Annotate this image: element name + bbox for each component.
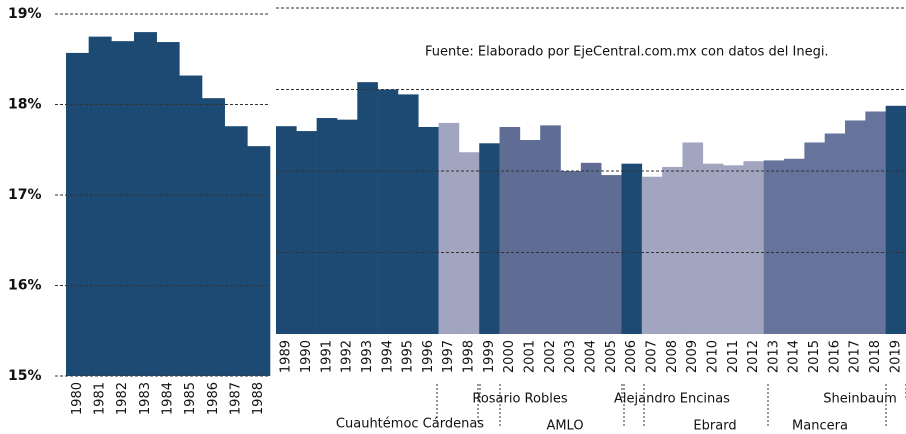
x-tick-label: 1991 bbox=[319, 340, 334, 373]
y-tick-label: 18% bbox=[8, 97, 42, 113]
x-tick-label: 1995 bbox=[401, 340, 416, 373]
bar bbox=[845, 120, 866, 334]
annotation: Rosario Robles bbox=[472, 392, 567, 407]
bar bbox=[357, 82, 378, 334]
annotation: AMLO bbox=[546, 419, 583, 434]
bar bbox=[156, 42, 180, 377]
bar bbox=[479, 143, 500, 334]
x-tick-label: 1988 bbox=[251, 382, 266, 415]
bar bbox=[662, 166, 683, 334]
bar bbox=[519, 140, 541, 334]
annotation: Alejandro Encinas bbox=[614, 392, 730, 407]
x-tick-label: 2005 bbox=[604, 340, 619, 373]
bar bbox=[580, 162, 602, 334]
annotation: Mancera bbox=[792, 419, 848, 434]
x-tick-label: 2008 bbox=[665, 340, 680, 373]
x-tick-label: 1998 bbox=[462, 340, 477, 373]
bar bbox=[377, 89, 399, 334]
bar bbox=[224, 126, 248, 376]
bar bbox=[418, 126, 439, 335]
bar bbox=[743, 161, 765, 334]
bar bbox=[296, 131, 317, 334]
x-tick-label: 2000 bbox=[502, 340, 517, 373]
x-tick-label: 2019 bbox=[888, 340, 903, 373]
y-tick-label: 15% bbox=[8, 368, 42, 384]
bar bbox=[179, 75, 203, 376]
x-tick-label: 2015 bbox=[807, 340, 822, 373]
bar bbox=[438, 122, 460, 334]
x-tick-label: 2014 bbox=[787, 340, 802, 373]
bar bbox=[336, 119, 358, 334]
x-tick-label: 1987 bbox=[229, 382, 244, 415]
x-tick-label: 1994 bbox=[380, 340, 395, 373]
x-tick-label: 2002 bbox=[543, 340, 558, 373]
x-tick-label: 1983 bbox=[138, 382, 153, 415]
bar bbox=[458, 152, 480, 334]
x-tick-label: 1992 bbox=[340, 340, 355, 373]
bar bbox=[276, 126, 297, 334]
annotation: Sheinbaum bbox=[823, 392, 896, 407]
bar bbox=[885, 105, 906, 334]
x-tick-label: 1990 bbox=[299, 340, 314, 373]
bar bbox=[88, 36, 112, 376]
x-tick-label: 1984 bbox=[161, 382, 176, 415]
bar bbox=[560, 171, 582, 334]
bracket bbox=[436, 384, 479, 424]
x-tick-label: 2006 bbox=[624, 340, 639, 373]
x-tick-label: 1999 bbox=[482, 340, 497, 373]
x-tick-label: 2016 bbox=[827, 340, 842, 373]
x-tick-label: 1989 bbox=[279, 340, 294, 373]
x-tick-label: 1982 bbox=[115, 382, 130, 415]
x-tick-label: 2003 bbox=[563, 340, 578, 373]
x-tick-label: 2011 bbox=[726, 340, 741, 373]
bar bbox=[134, 32, 157, 376]
bar bbox=[540, 125, 561, 334]
bar bbox=[66, 52, 89, 376]
bar bbox=[641, 176, 663, 334]
x-tick-label: 1985 bbox=[183, 382, 198, 415]
bracket bbox=[499, 384, 625, 426]
bar bbox=[723, 165, 744, 334]
bar bbox=[397, 94, 419, 334]
x-tick-label: 1986 bbox=[206, 382, 221, 415]
y-tick-label: 17% bbox=[8, 187, 42, 203]
bar bbox=[784, 158, 805, 334]
x-tick-label: 2013 bbox=[766, 340, 781, 373]
x-tick-label: 2010 bbox=[705, 340, 720, 373]
x-tick-label: 1997 bbox=[441, 340, 456, 373]
bar bbox=[621, 163, 643, 334]
x-tick-label: 1993 bbox=[360, 340, 375, 373]
annotation: Cuauhtémoc Cárdenas bbox=[336, 417, 484, 432]
x-tick-label: 1980 bbox=[70, 382, 85, 415]
x-tick-label: 1981 bbox=[93, 382, 108, 415]
bar bbox=[202, 98, 225, 376]
bar bbox=[682, 142, 704, 334]
bar bbox=[601, 175, 622, 334]
x-tick-label: 2009 bbox=[685, 340, 700, 373]
x-tick-label: 2001 bbox=[523, 340, 538, 373]
bracket bbox=[767, 384, 887, 426]
bracket bbox=[885, 384, 906, 399]
x-tick-label: 1996 bbox=[421, 340, 436, 373]
bar bbox=[316, 118, 338, 335]
x-tick-label: 2012 bbox=[746, 340, 761, 373]
x-tick-label: 2004 bbox=[584, 340, 599, 373]
bar bbox=[702, 163, 724, 334]
bar bbox=[763, 160, 785, 334]
bar bbox=[111, 41, 135, 377]
annotation: Ebrard bbox=[693, 419, 736, 434]
bar bbox=[865, 111, 886, 334]
bar bbox=[247, 146, 271, 376]
bar bbox=[499, 126, 521, 335]
x-tick-label: 2017 bbox=[848, 340, 863, 373]
x-tick-label: 2007 bbox=[644, 340, 659, 373]
source-note: Fuente: Elaborado por EjeCentral.com.mx … bbox=[425, 45, 829, 60]
bar bbox=[824, 133, 846, 334]
bar bbox=[804, 142, 826, 334]
y-tick-label: 19% bbox=[8, 6, 42, 22]
x-tick-label: 2018 bbox=[868, 340, 883, 373]
y-tick-label: 16% bbox=[8, 278, 42, 294]
